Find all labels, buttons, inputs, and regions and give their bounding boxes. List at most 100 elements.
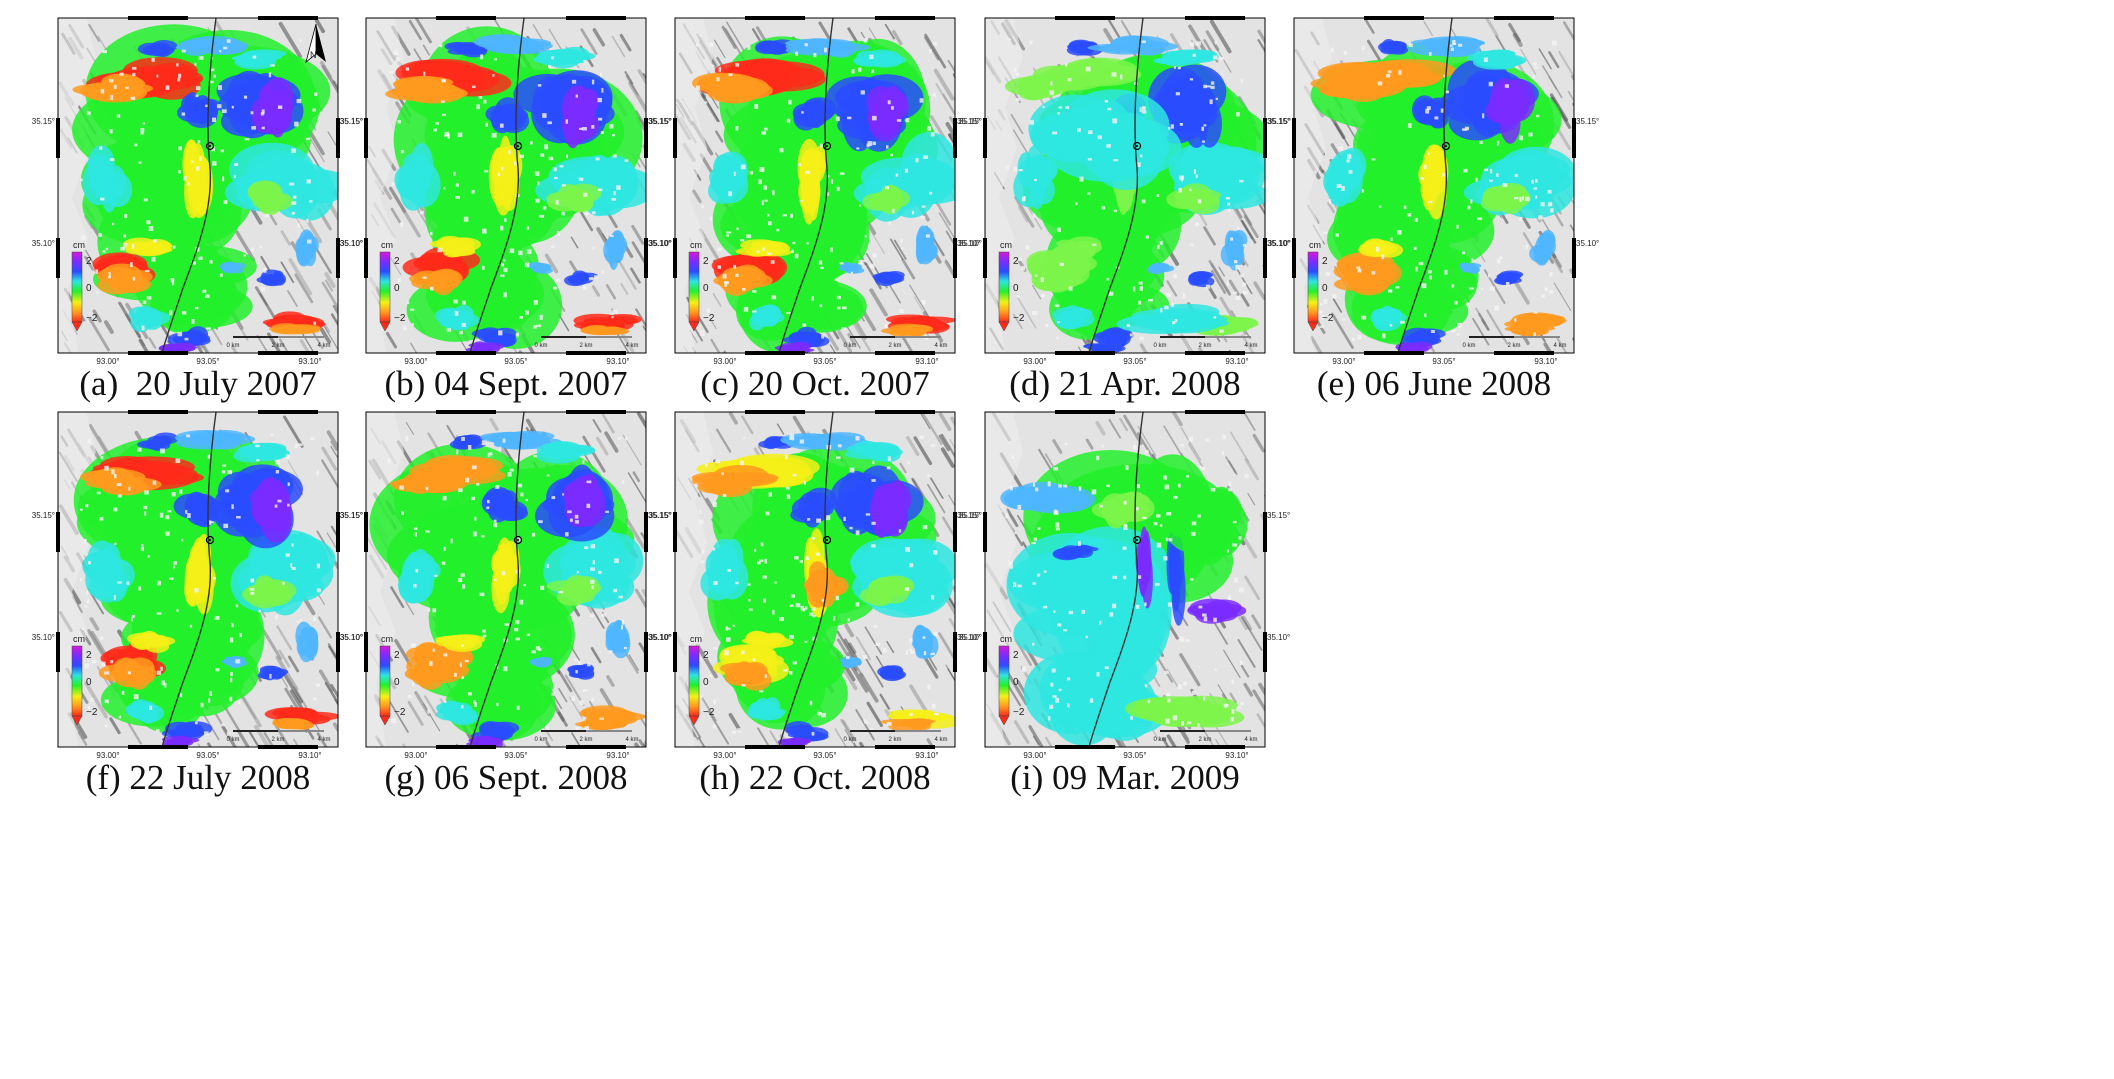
speckle xyxy=(95,269,99,274)
lat-label: 35.15° xyxy=(649,511,672,520)
speckle xyxy=(582,689,588,692)
deformation-patch xyxy=(429,660,465,680)
speckle xyxy=(130,616,133,622)
speckle xyxy=(177,77,181,82)
speckle xyxy=(591,124,595,129)
ridge-line xyxy=(1044,736,1053,747)
deformation-patch xyxy=(762,633,784,647)
speckle xyxy=(473,700,476,704)
speckle xyxy=(774,581,777,584)
speckle xyxy=(164,683,167,688)
speckle xyxy=(1106,277,1110,281)
speckle xyxy=(1462,251,1466,255)
speckle xyxy=(922,525,928,530)
ridge-line xyxy=(929,115,947,141)
speckle xyxy=(501,570,506,576)
terrain-shadow xyxy=(675,18,713,353)
deformation-patch xyxy=(1176,193,1216,210)
ridge-line xyxy=(638,739,646,747)
speckle xyxy=(491,133,497,138)
deformation-patch xyxy=(610,230,625,250)
speckle xyxy=(932,550,938,555)
speckle xyxy=(195,86,201,91)
scale-label: 4 km xyxy=(625,343,638,349)
map-area xyxy=(58,18,338,353)
colorbar-arrow xyxy=(379,321,391,332)
ridge-line xyxy=(269,214,278,226)
speckle xyxy=(905,118,910,123)
speckle xyxy=(591,585,594,589)
speckle xyxy=(1132,286,1136,292)
speckle xyxy=(1458,43,1463,47)
speckle xyxy=(210,68,215,72)
speckle xyxy=(458,578,463,583)
ridge-line xyxy=(935,82,955,115)
speckle xyxy=(934,713,939,716)
speckle xyxy=(482,634,487,638)
speckle xyxy=(526,226,530,230)
speckle xyxy=(800,200,803,203)
lat-label: 35.15° xyxy=(1268,117,1291,126)
map-panel-d: 35.15° 35.15° 35.10° 35.10° 93.00° 93.05° 93.1… xyxy=(959,14,1290,406)
panel-caption-g: (g) 06 Sept. 2008 xyxy=(384,758,628,797)
speckle xyxy=(297,223,300,228)
speckle xyxy=(835,116,840,121)
speckle xyxy=(617,437,622,440)
ridge-line xyxy=(947,59,955,73)
speckle xyxy=(250,111,254,115)
deformation-patch xyxy=(408,480,453,492)
deformation-patch xyxy=(858,441,900,456)
ridge-line xyxy=(1243,215,1259,239)
speckle xyxy=(187,182,190,186)
speckle xyxy=(535,646,541,650)
speckle xyxy=(795,603,801,608)
speckle xyxy=(432,608,437,613)
colorbar-tick: 0 xyxy=(1013,283,1019,294)
deformation-patch xyxy=(154,45,172,58)
speckle xyxy=(415,569,419,573)
speckle xyxy=(299,618,303,622)
speckle xyxy=(487,452,491,458)
speckle xyxy=(575,670,578,674)
speckle xyxy=(316,683,321,687)
ridge-line xyxy=(325,279,334,292)
speckle xyxy=(1502,183,1508,187)
speckle xyxy=(84,663,89,669)
speckle xyxy=(410,308,415,311)
speckle xyxy=(1413,246,1417,250)
deformation-patch xyxy=(799,435,845,445)
ridge-line xyxy=(256,334,269,353)
deformation-patch xyxy=(401,555,424,588)
ridge-line xyxy=(906,436,920,456)
speckle xyxy=(616,185,621,190)
ridge-line xyxy=(109,717,121,735)
speckle xyxy=(159,512,164,518)
speckle xyxy=(1107,107,1112,111)
speckle xyxy=(219,273,223,277)
speckle xyxy=(711,64,715,68)
speckle xyxy=(1140,154,1143,158)
speckle xyxy=(821,712,826,718)
colorbar-arrow xyxy=(71,715,83,726)
ridge-line xyxy=(1486,309,1509,345)
speckle xyxy=(161,680,165,686)
speckle xyxy=(132,276,136,281)
ridge-line xyxy=(948,133,955,147)
deformation-patch xyxy=(1339,147,1367,184)
speckle xyxy=(237,701,241,705)
speckle xyxy=(500,225,504,231)
speckle xyxy=(1408,43,1413,48)
map-svg: 35.15° 35.15°35.10° 35.10°93.00° 93.05° 93.1… xyxy=(649,410,980,760)
speckle xyxy=(1021,196,1026,202)
speckle xyxy=(387,458,391,464)
speckle xyxy=(803,481,806,485)
ridge-line xyxy=(893,239,907,260)
ridge-line xyxy=(489,417,499,431)
speckle xyxy=(863,38,868,43)
speckle xyxy=(932,93,937,97)
lon-label: 93.05° xyxy=(813,357,836,366)
speckle xyxy=(1535,114,1540,118)
speckle xyxy=(531,650,536,654)
speckle xyxy=(79,508,83,511)
deformation-patch xyxy=(1184,100,1209,148)
